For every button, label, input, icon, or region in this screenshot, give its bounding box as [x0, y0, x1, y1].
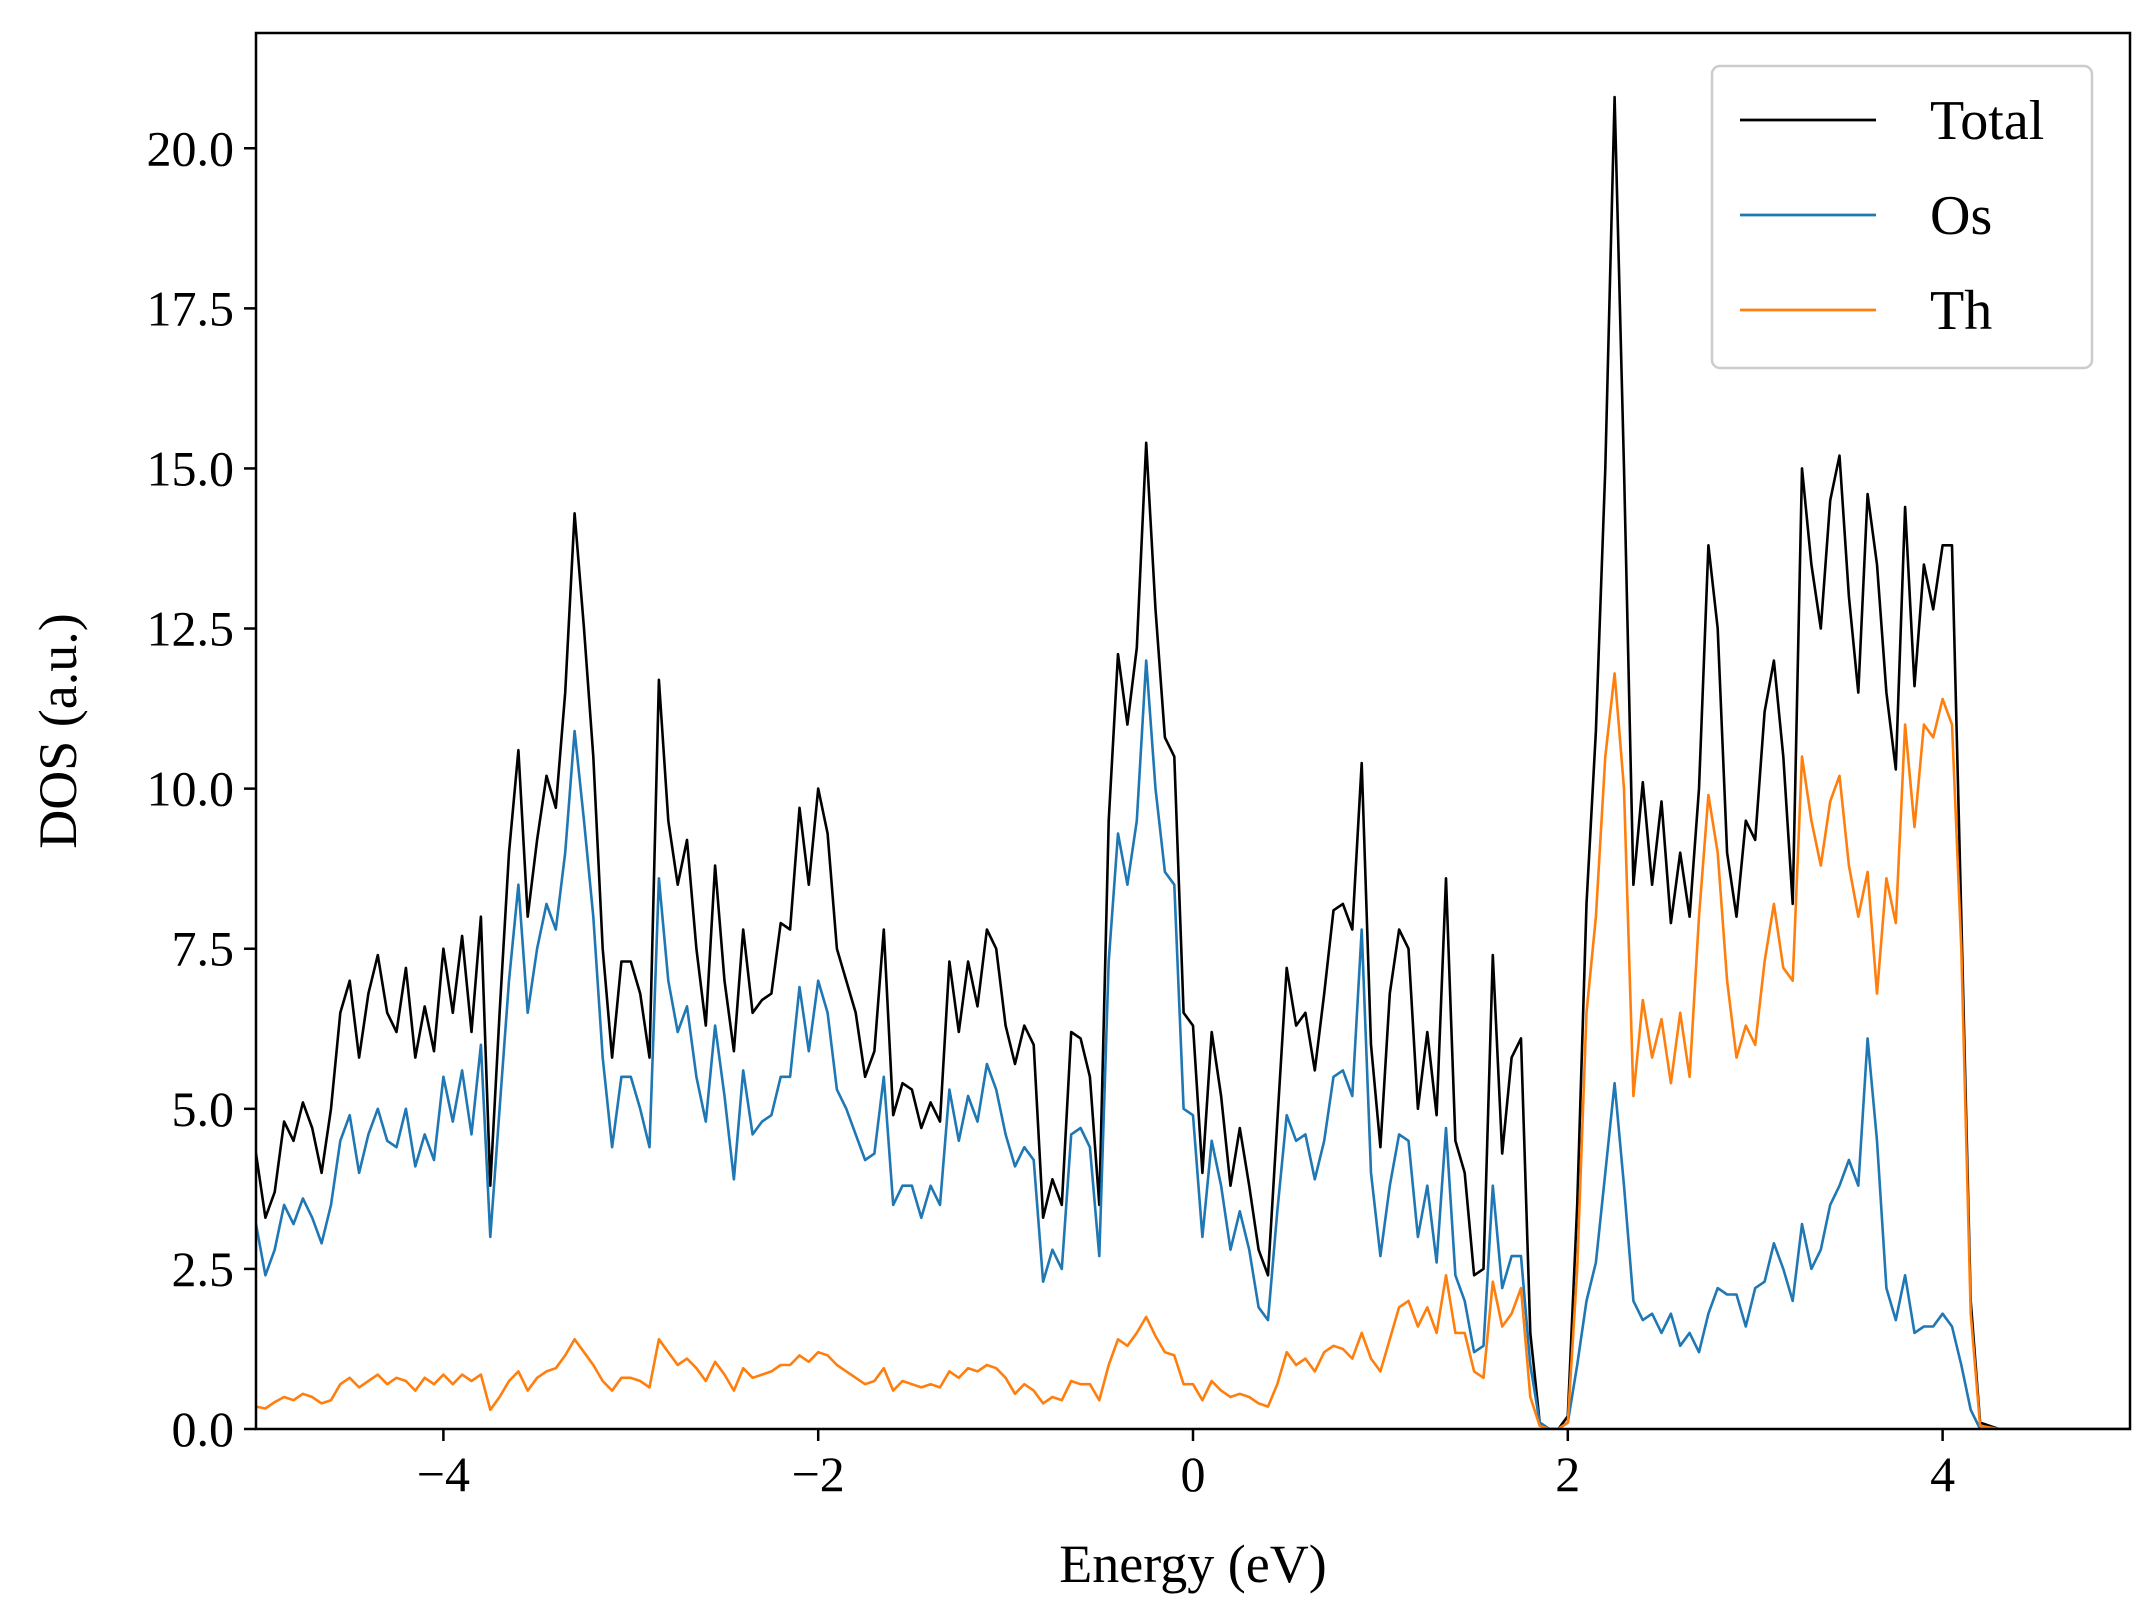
x-tick-label: 0 [1181, 1446, 1206, 1502]
y-axis-label: DOS (a.u.) [28, 613, 88, 848]
legend-frame [1710, 64, 2094, 370]
y-tick-label: 15.0 [147, 440, 235, 496]
legend-label-th: Th [1930, 280, 1992, 342]
x-tick-label: 4 [1930, 1446, 1955, 1502]
x-tick-label: 2 [1555, 1446, 1580, 1502]
legend-label-os: Os [1930, 185, 1992, 247]
y-tick-label: 12.5 [147, 601, 235, 657]
legend: Total Os Th [1710, 64, 2094, 370]
series-line-os [256, 659, 2130, 1429]
x-axis: −4 −2 0 2 4 [417, 1429, 1955, 1502]
y-tick-label: 10.0 [147, 761, 235, 817]
y-tick-label: 0.0 [172, 1401, 235, 1457]
series-line-total [256, 95, 2130, 1429]
y-tick-label: 2.5 [172, 1241, 235, 1297]
legend-label-total: Total [1930, 90, 2044, 152]
y-tick-label: 5.0 [172, 1081, 235, 1137]
y-tick-label: 17.5 [147, 280, 235, 336]
y-tick-label: 7.5 [172, 921, 235, 977]
x-tick-label: −4 [417, 1446, 470, 1502]
series-layer [256, 95, 2130, 1429]
x-tick-label: −2 [792, 1446, 845, 1502]
series-line-th [256, 672, 2130, 1429]
y-tick-label: 20.0 [147, 120, 235, 176]
y-axis: 0.0 2.5 5.0 7.5 10.0 12.5 15.0 17.5 20.0 [147, 120, 256, 1457]
x-axis-label: Energy (eV) [1059, 1534, 1326, 1594]
